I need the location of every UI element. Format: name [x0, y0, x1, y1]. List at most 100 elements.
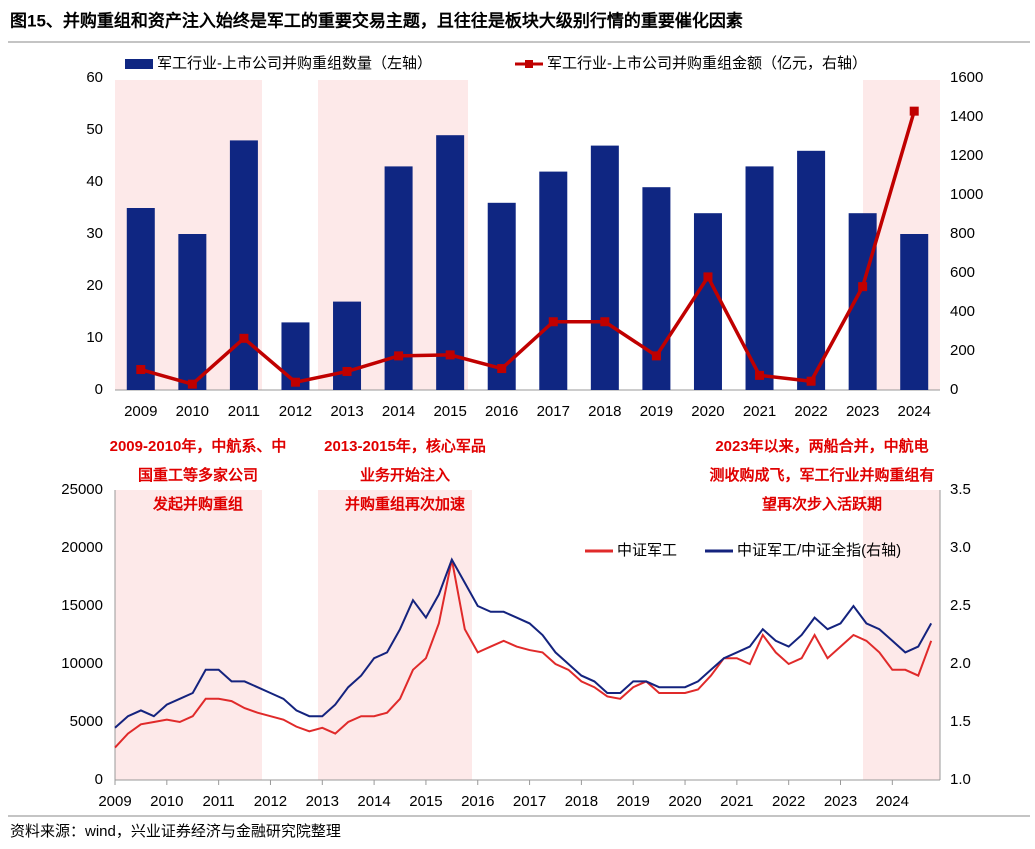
marker — [290, 377, 300, 387]
x-tick-label: 2011 — [203, 793, 235, 810]
y2-tick-label: 400 — [950, 303, 975, 320]
highlight — [318, 490, 472, 780]
x-tick-label: 2009 — [124, 403, 157, 420]
marker — [342, 366, 352, 376]
x-tick-label: 2012 — [254, 793, 287, 810]
y-tick-label: 30 — [86, 225, 103, 242]
bar — [229, 140, 258, 390]
y2-tick-label: 2.0 — [950, 655, 971, 672]
x-tick-label: 2014 — [382, 403, 415, 420]
marker — [394, 351, 404, 361]
y-tick-label: 40 — [86, 173, 103, 190]
annotation: 并购重组再次加速 — [345, 495, 465, 513]
legend-marker — [525, 60, 533, 68]
y2-tick-label: 3.0 — [950, 539, 971, 556]
x-tick-label: 2023 — [846, 403, 879, 420]
highlight — [863, 490, 940, 780]
bar — [126, 208, 155, 390]
source: 资料来源：wind，兴业证券经济与金融研究院整理 — [10, 822, 341, 840]
marker — [806, 376, 816, 386]
marker — [187, 379, 197, 389]
x-tick-label: 2020 — [691, 403, 724, 420]
x-tick-label: 2020 — [668, 793, 701, 810]
legend-label: 中证军工/中证全指(右轴) — [737, 541, 901, 559]
annotation: 望再次步入活跃期 — [762, 495, 882, 513]
marker — [239, 333, 249, 343]
marker — [136, 365, 146, 375]
x-tick-label: 2018 — [565, 793, 598, 810]
x-tick-label: 2016 — [461, 793, 494, 810]
x-tick-label: 2018 — [588, 403, 621, 420]
bar — [436, 135, 465, 390]
bar — [745, 166, 774, 390]
title: 图15、并购重组和资产注入始终是军工的重要交易主题，且往往是板块大级别行情的重要… — [10, 10, 743, 30]
legend-label: 军工行业-上市公司并购重组金额（亿元，右轴） — [547, 55, 867, 72]
y-tick-label: 50 — [86, 121, 103, 138]
marker — [703, 272, 713, 282]
y-tick-label: 20000 — [61, 539, 103, 556]
annotation: 2023年以来，两船合并，中航电 — [715, 437, 928, 455]
x-tick-label: 2015 — [409, 793, 442, 810]
y2-tick-label: 0 — [950, 381, 958, 398]
x-tick-label: 2009 — [98, 793, 131, 810]
bar — [900, 234, 929, 390]
x-tick-label: 2019 — [640, 403, 673, 420]
bar — [178, 234, 207, 390]
x-tick-label: 2010 — [176, 403, 209, 420]
marker — [651, 351, 661, 361]
x-tick-label: 2022 — [772, 793, 805, 810]
y2-tick-label: 1200 — [950, 147, 983, 164]
annotation: 国重工等多家公司 — [138, 466, 258, 484]
y2-tick-label: 1.0 — [950, 771, 971, 788]
x-tick-label: 2013 — [306, 793, 339, 810]
marker — [497, 364, 507, 374]
legend-label: 军工行业-上市公司并购重组数量（左轴） — [157, 55, 432, 72]
y2-tick-label: 1000 — [950, 186, 983, 203]
y2-tick-label: 200 — [950, 342, 975, 359]
marker — [548, 317, 558, 327]
y-tick-label: 5000 — [70, 713, 103, 730]
y2-tick-label: 1400 — [950, 108, 983, 125]
y2-tick-label: 3.5 — [950, 481, 971, 498]
annotation: 测收购成飞，军工行业并购重组有 — [709, 466, 934, 484]
legend-swatch — [125, 59, 153, 69]
annotation: 发起并购重组 — [152, 495, 243, 513]
line — [114, 557, 933, 729]
x-tick-label: 2011 — [228, 403, 260, 420]
x-tick-label: 2022 — [794, 403, 827, 420]
y-tick-label: 10000 — [61, 655, 103, 672]
legend-label: 中证军工 — [617, 542, 677, 559]
x-tick-label: 2014 — [357, 793, 390, 810]
marker — [445, 350, 455, 360]
x-tick-label: 2024 — [876, 793, 909, 810]
line — [140, 110, 916, 387]
bar — [797, 150, 826, 390]
y-tick-label: 10 — [86, 329, 103, 346]
bar — [539, 171, 568, 390]
marker — [858, 282, 868, 292]
y2-tick-label: 600 — [950, 264, 975, 281]
x-tick-label: 2021 — [720, 793, 753, 810]
y-tick-label: 25000 — [61, 481, 103, 498]
marker — [600, 317, 610, 327]
y-tick-label: 15000 — [61, 597, 103, 614]
bar — [333, 301, 362, 390]
y2-tick-label: 800 — [950, 225, 975, 242]
y-tick-label: 20 — [86, 277, 103, 294]
x-tick-label: 2016 — [485, 403, 518, 420]
annotation: 2009-2010年，中航系、中 — [110, 437, 287, 455]
line — [114, 559, 933, 749]
x-tick-label: 2019 — [617, 793, 650, 810]
x-tick-label: 2023 — [824, 793, 857, 810]
x-tick-label: 2010 — [150, 793, 183, 810]
x-tick-label: 2012 — [279, 403, 312, 420]
y-tick-label: 0 — [95, 381, 103, 398]
x-tick-label: 2021 — [743, 403, 776, 420]
annotation: 业务开始注入 — [360, 466, 450, 484]
x-tick-label: 2013 — [330, 403, 363, 420]
bar — [693, 213, 722, 390]
x-tick-label: 2017 — [537, 403, 570, 420]
y2-tick-label: 1600 — [950, 69, 983, 86]
x-tick-label: 2015 — [433, 403, 466, 420]
